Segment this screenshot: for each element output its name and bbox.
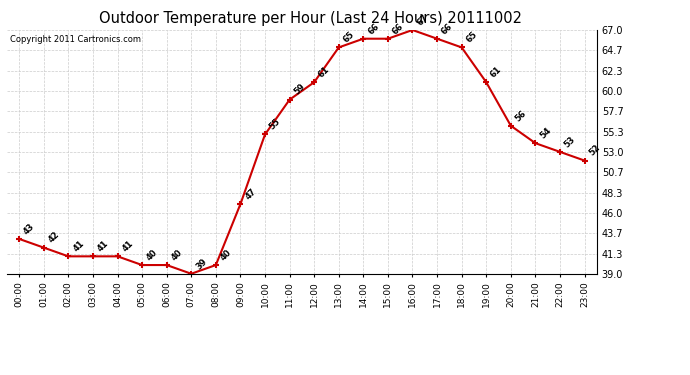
Text: 59: 59 <box>293 82 307 97</box>
Text: 66: 66 <box>440 21 455 36</box>
Text: 56: 56 <box>513 108 529 123</box>
Text: 39: 39 <box>194 256 208 271</box>
Text: 41: 41 <box>71 239 86 254</box>
Text: 66: 66 <box>391 21 405 36</box>
Text: 61: 61 <box>317 65 332 80</box>
Text: 53: 53 <box>563 135 578 149</box>
Text: 47: 47 <box>243 187 258 201</box>
Text: 52: 52 <box>587 143 602 158</box>
Text: 61: 61 <box>489 65 504 80</box>
Text: 67: 67 <box>415 13 430 27</box>
Text: 40: 40 <box>219 248 233 262</box>
Text: 41: 41 <box>96 239 110 254</box>
Text: 54: 54 <box>538 126 553 140</box>
Text: 42: 42 <box>46 230 61 245</box>
Text: 66: 66 <box>366 21 381 36</box>
Text: 40: 40 <box>145 248 159 262</box>
Text: 43: 43 <box>22 222 37 236</box>
Text: 65: 65 <box>464 30 479 45</box>
Text: 65: 65 <box>342 30 356 45</box>
Text: Outdoor Temperature per Hour (Last 24 Hours) 20111002: Outdoor Temperature per Hour (Last 24 Ho… <box>99 11 522 26</box>
Text: 55: 55 <box>268 117 282 132</box>
Text: Copyright 2011 Cartronics.com: Copyright 2011 Cartronics.com <box>10 35 141 44</box>
Text: 40: 40 <box>170 248 184 262</box>
Text: 41: 41 <box>120 239 135 254</box>
